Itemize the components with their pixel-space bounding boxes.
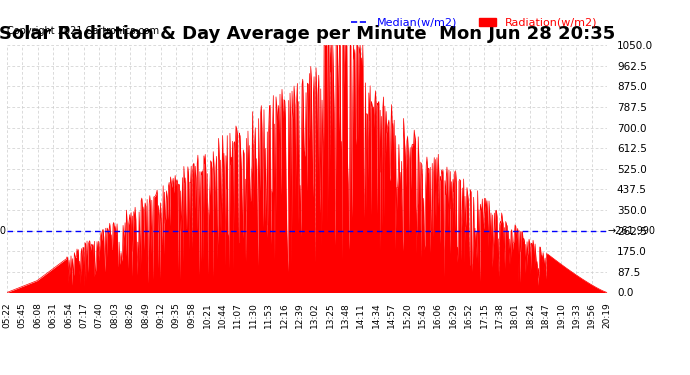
Text: →261.990: →261.990 — [607, 226, 656, 236]
Text: Copyright 2021 Cartronics.com: Copyright 2021 Cartronics.com — [7, 26, 159, 36]
Legend: Median(w/m2), Radiation(w/m2): Median(w/m2), Radiation(w/m2) — [346, 13, 602, 32]
Text: →261.990: →261.990 — [0, 226, 6, 236]
Title: Solar Radiation & Day Average per Minute  Mon Jun 28 20:35: Solar Radiation & Day Average per Minute… — [0, 26, 615, 44]
